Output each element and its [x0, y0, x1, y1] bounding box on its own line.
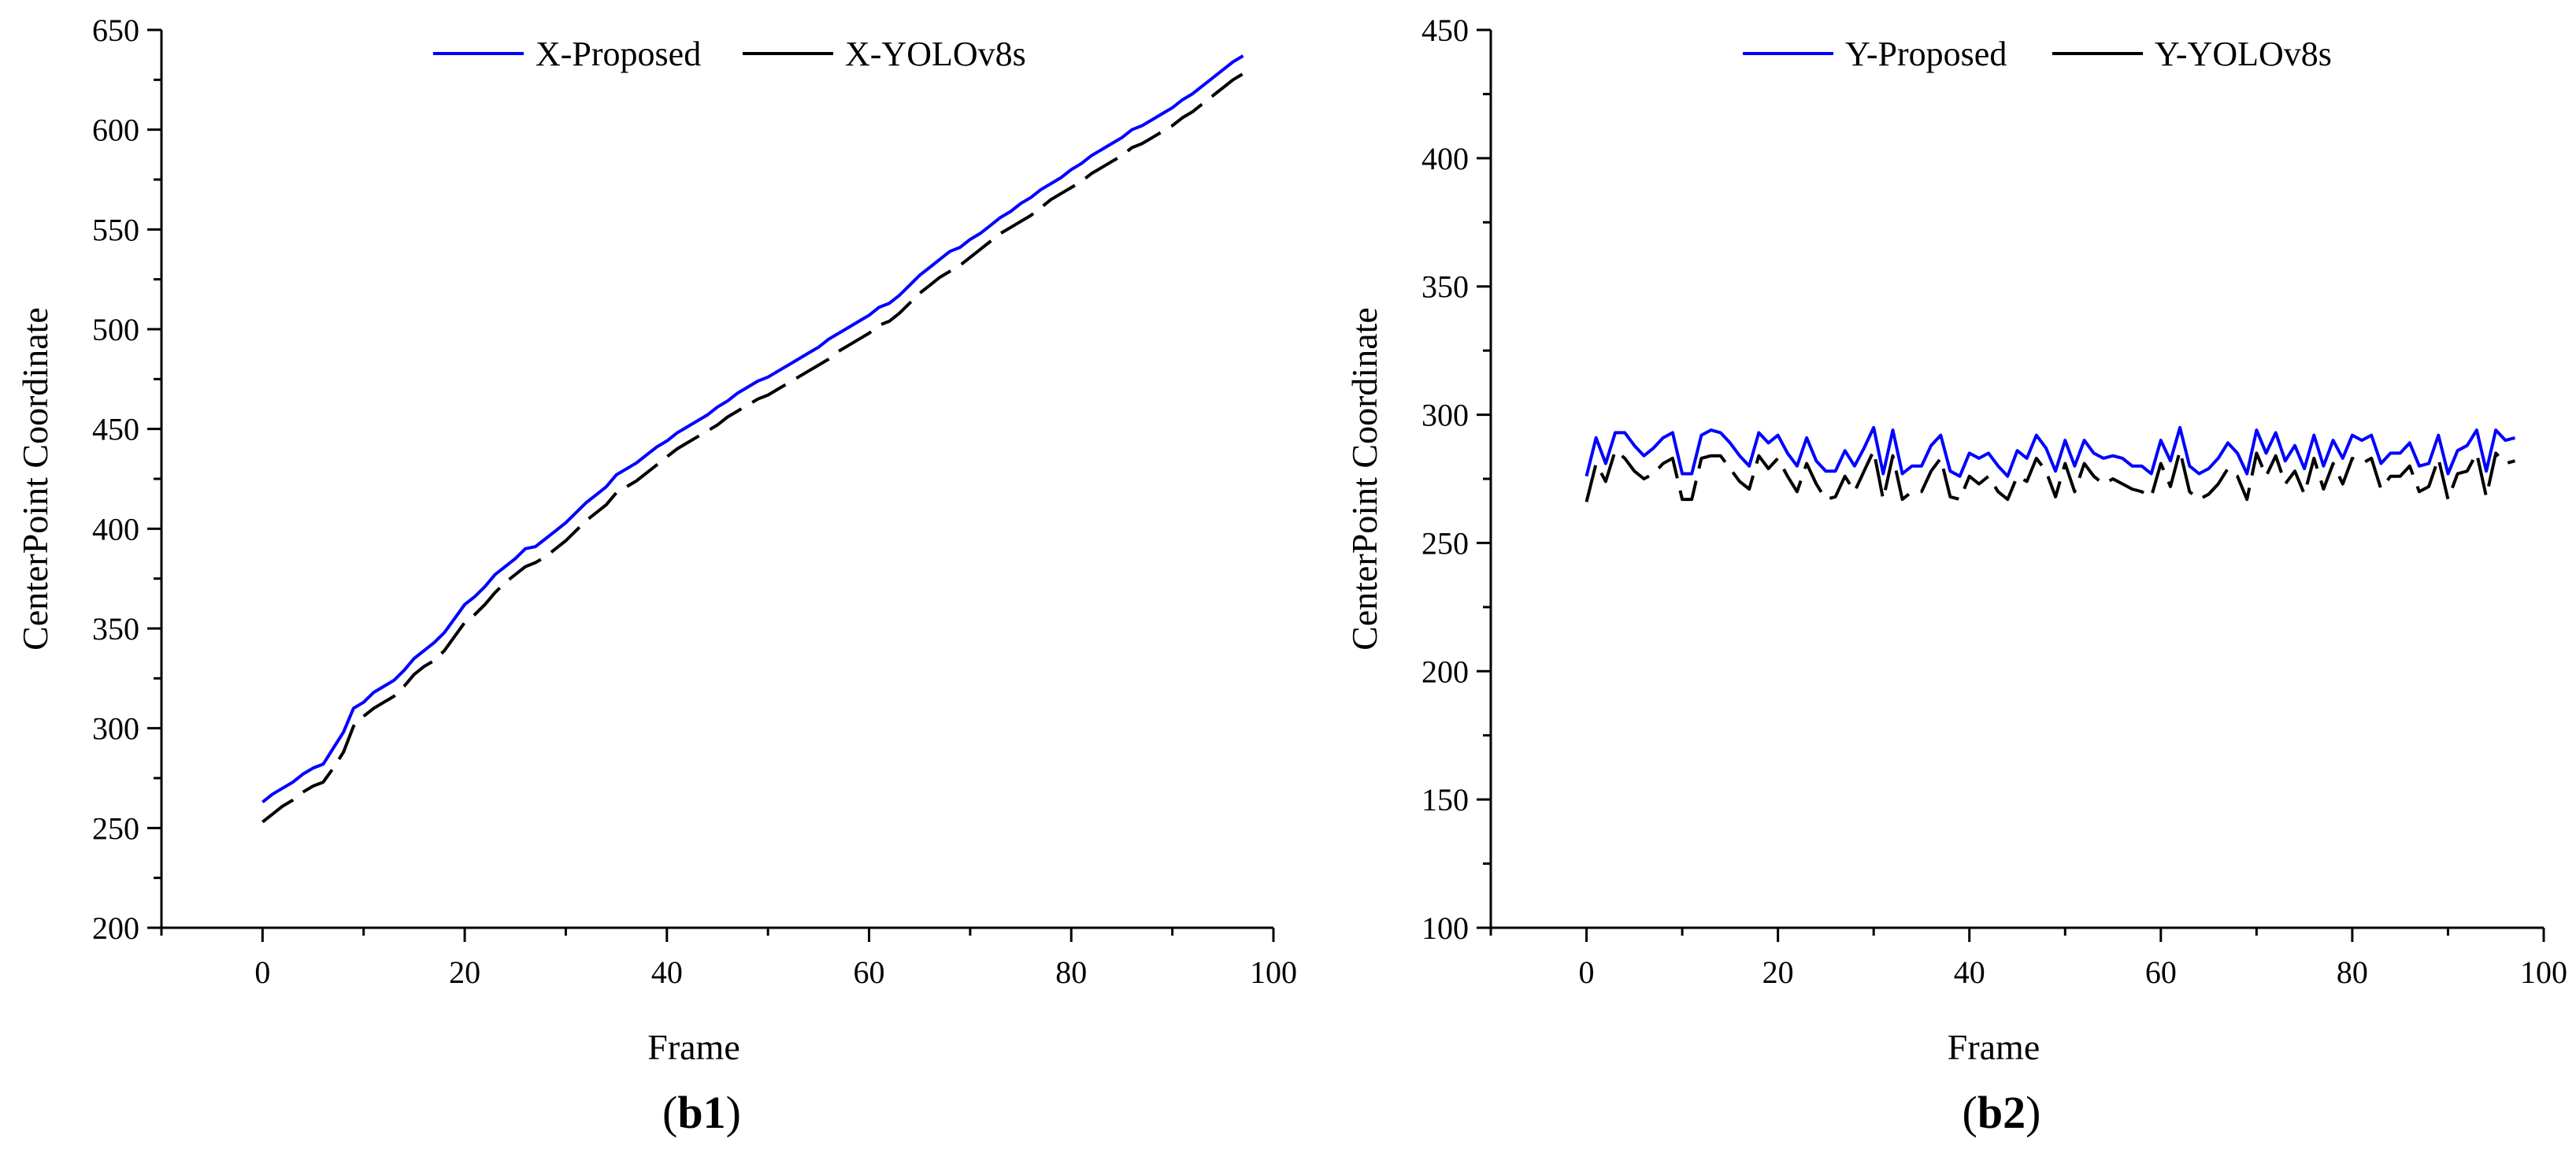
chart1-x-tick-label: 60 [854, 955, 885, 990]
chart1-y-tick-label: 350 [92, 611, 139, 647]
chart2-x-tick-label: 100 [2520, 955, 2567, 990]
chart1-caption: (b1) [662, 1087, 741, 1138]
chart1-x-tick-label: 0 [254, 955, 270, 990]
chart2-y-tick-label: 100 [1421, 910, 1469, 946]
chart1-x-axis-title: Frame [647, 1027, 740, 1067]
chart2-x-tick-label: 80 [2337, 955, 2368, 990]
chart2-y-tick-label: 200 [1421, 654, 1469, 689]
chart1-y-axis-title: CenterPoint Coordinate [15, 307, 55, 651]
chart1-x-tick-label: 100 [1250, 955, 1297, 990]
chart2-y-axis-title: CenterPoint Coordinate [1344, 307, 1384, 651]
chart1-y-tick-label: 200 [92, 910, 139, 946]
chart2-y-tick-label: 400 [1421, 141, 1469, 176]
chart2-y-tick-label: 150 [1421, 782, 1469, 817]
chart1-y-tick-label: 600 [92, 113, 139, 148]
chart1-y-tick-label: 400 [92, 511, 139, 547]
chart2-series-y-yolov8s-line [1585, 449, 2516, 502]
chart2-caption-label: b2 [1977, 1087, 2026, 1138]
chart2-x-tick-label: 40 [1954, 955, 1985, 990]
chart2-x-tick-label: 20 [1762, 955, 1794, 990]
chart1-y-tick-label: 250 [92, 810, 139, 846]
chart1-y-tick-label: 300 [92, 711, 139, 747]
chart2-y-tick-label: 250 [1421, 525, 1469, 561]
chart2-x-tick-label: 60 [2145, 955, 2177, 990]
chart1-series-x-yolov8s-line [261, 72, 1244, 824]
chart1-series-x-proposed-line [261, 54, 1244, 803]
chart2-x-axis-title: Frame [1948, 1027, 2040, 1067]
chart2-y-tick-label: 450 [1421, 13, 1469, 48]
chart1-legend-label-2: X-YOLOv8s [845, 35, 1026, 73]
chart1-x-tick-label: 80 [1055, 955, 1087, 990]
chart1-y-tick-label: 550 [92, 212, 139, 247]
chart2-y-tick-label: 350 [1421, 269, 1469, 305]
chart2-legend-label-2: Y-YOLOv8s [2155, 35, 2332, 73]
chart1-y-tick-label: 650 [92, 13, 139, 48]
chart1-x-tick-label: 20 [449, 955, 480, 990]
chart1-caption-label: b1 [677, 1087, 725, 1138]
chart1-x-tick-label: 40 [651, 955, 683, 990]
chart2-x-tick-label: 0 [1579, 955, 1595, 990]
chart2-caption-close: ) [2026, 1087, 2040, 1138]
chart1-caption-open: ( [662, 1087, 677, 1138]
chart1-legend-label-1: X-Proposed [536, 35, 701, 73]
chart2-series-y-proposed-line [1585, 425, 2516, 478]
chart1-caption-close: ) [726, 1087, 741, 1138]
chart-panel-b2: 0 20 40 60 80 100 100 150 200 250 300 350 400 450 Fram… [1344, 13, 2567, 1138]
chart-panel-b1: 0 20 40 60 80 100 200 250 300 350 400 450 500 550 600 6… [15, 13, 1297, 1138]
chart2-caption: (b2) [1963, 1087, 2041, 1138]
chart2-y-tick-label: 300 [1421, 398, 1469, 433]
chart2-legend-label-1: Y-Proposed [1845, 35, 2007, 73]
chart2-caption-open: ( [1963, 1087, 1977, 1138]
chart1-y-tick-label: 450 [92, 412, 139, 447]
chart1-y-tick-label: 500 [92, 312, 139, 347]
